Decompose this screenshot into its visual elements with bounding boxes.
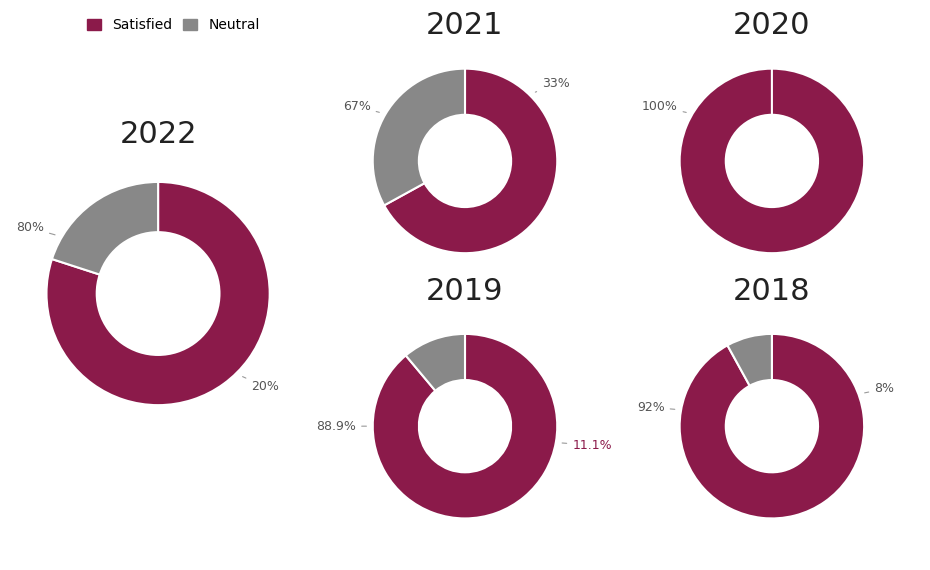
- Wedge shape: [373, 68, 465, 205]
- Wedge shape: [384, 68, 557, 253]
- Wedge shape: [46, 182, 270, 405]
- Legend: Satisfied, Neutral: Satisfied, Neutral: [81, 13, 265, 38]
- Text: 100%: 100%: [642, 100, 686, 113]
- Wedge shape: [727, 334, 772, 386]
- Text: 80%: 80%: [16, 221, 55, 235]
- Text: 92%: 92%: [637, 401, 675, 414]
- Text: 11.1%: 11.1%: [562, 438, 612, 451]
- Text: 88.9%: 88.9%: [316, 420, 366, 433]
- Wedge shape: [52, 182, 158, 275]
- Title: 2018: 2018: [733, 277, 811, 306]
- Title: 2019: 2019: [426, 277, 504, 306]
- Title: 2020: 2020: [733, 11, 811, 40]
- Text: 33%: 33%: [536, 78, 570, 92]
- Title: 2021: 2021: [426, 11, 504, 40]
- Wedge shape: [373, 334, 557, 519]
- Wedge shape: [405, 334, 465, 391]
- Wedge shape: [680, 68, 864, 253]
- Text: 67%: 67%: [343, 100, 379, 113]
- Wedge shape: [680, 334, 864, 519]
- Text: 8%: 8%: [865, 382, 895, 396]
- Title: 2022: 2022: [119, 120, 197, 149]
- Text: 20%: 20%: [243, 377, 279, 393]
